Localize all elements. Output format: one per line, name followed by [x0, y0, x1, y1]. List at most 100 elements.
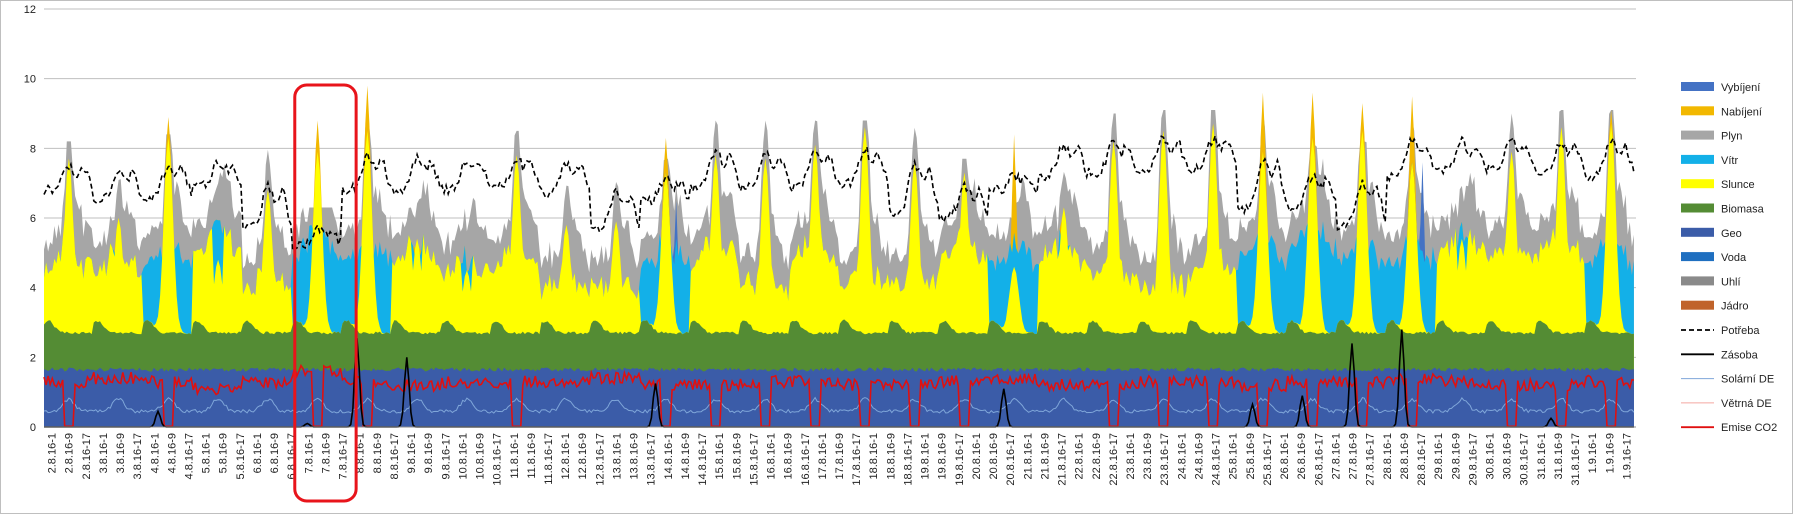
y-tick-label: 10 [24, 74, 36, 86]
x-tick-label: 25.8.16-17 [1262, 433, 1274, 486]
x-tick-label: 2.8.16-17 [81, 433, 93, 479]
x-tick-label: 12.8.16-1 [560, 433, 572, 479]
x-tick-label: 3.8.16-17 [132, 433, 144, 479]
x-tick-label: 28.8.16-9 [1399, 433, 1411, 479]
legend-swatch [1681, 252, 1714, 262]
x-tick-label: 10.8.16-17 [492, 433, 504, 486]
x-tick-label: 26.8.16-17 [1313, 433, 1325, 486]
x-tick-label: 6.8.16-9 [269, 433, 281, 473]
x-tick-label: 24.8.16-1 [1176, 433, 1188, 479]
x-tick-label: 16.8.16-17 [800, 433, 812, 486]
x-tick-label: 21.8.16-1 [1022, 433, 1034, 479]
legend-item: Potřeba [1681, 325, 1760, 337]
x-tick-label: 5.8.16-1 [201, 433, 213, 473]
x-tick-label: 11.8.16-17 [543, 433, 555, 485]
legend-label: Vybíjení [1721, 82, 1760, 94]
y-tick-label: 6 [30, 213, 36, 225]
x-tick-label: 9.8.16-17 [440, 433, 452, 479]
legend-swatch [1681, 203, 1714, 213]
x-tick-label: 23.8.16-9 [1142, 433, 1154, 479]
x-tick-label: 31.8.16-1 [1536, 433, 1548, 479]
legend-swatch [1681, 82, 1714, 91]
legend-item: Nabíjení [1681, 106, 1762, 118]
legend-label: Zásoba [1721, 349, 1759, 361]
legend-label: Solární DE [1721, 374, 1774, 386]
x-tick-label: 14.8.16-9 [680, 433, 692, 479]
line-emise-co2 [43, 363, 1635, 428]
x-tick-label: 8.8.16-9 [372, 433, 384, 473]
x-tick-label: 27.8.16-1 [1330, 433, 1342, 479]
x-tick-label: 1.9.16-1 [1587, 433, 1599, 473]
x-tick-label: 31.8.16-9 [1553, 433, 1565, 479]
x-tick-label: 15.8.16-1 [714, 433, 726, 479]
x-tick-label: 9.8.16-1 [406, 433, 418, 473]
legend-label: Nabíjení [1721, 106, 1762, 118]
legend-label: Voda [1721, 252, 1747, 264]
highlight-layer [293, 83, 358, 503]
x-tick-label: 27.8.16-9 [1348, 433, 1360, 479]
x-tick-label: 7.8.16-1 [303, 433, 315, 473]
legend-swatch [1681, 130, 1714, 140]
x-tick-label: 28.8.16-1 [1382, 433, 1394, 479]
legend-item: Voda [1681, 252, 1747, 264]
x-tick-label: 19.8.16-1 [920, 433, 932, 479]
x-tick-label: 4.8.16-1 [149, 433, 161, 473]
x-tick-label: 19.8.16-17 [954, 433, 966, 486]
area-voda [44, 386, 1634, 427]
legend-label: Uhlí [1721, 276, 1741, 288]
x-tick-label: 13.8.16-1 [612, 433, 624, 479]
x-tick-label: 11.8.16-1 [509, 433, 521, 479]
x-tick-label: 20.8.16-17 [1005, 433, 1017, 486]
legend-item: Emise CO2 [1681, 422, 1777, 434]
x-tick-label: 7.8.16-17 [338, 433, 350, 479]
x-tick-label: 15.8.16-9 [731, 433, 743, 479]
x-tick-label: 17.8.16-9 [834, 433, 846, 479]
x-tick-label: 30.8.16-9 [1502, 433, 1514, 479]
legend-label: Potřeba [1721, 325, 1760, 337]
legend-item: Slunce [1681, 179, 1755, 191]
highlight-box [293, 83, 358, 503]
x-tick-label: 14.8.16-17 [697, 433, 709, 486]
x-tick-label: 22.8.16-17 [1108, 433, 1120, 486]
legend: Vybíjení Nabíjení Plyn Vítr Slunce Biomasa Geo… [1681, 82, 1777, 434]
x-tick-label: 14.8.16-1 [663, 433, 675, 479]
x-tick-label: 27.8.16-17 [1365, 433, 1377, 486]
x-tick-label: 7.8.16-9 [321, 433, 333, 473]
x-tick-label: 21.8.16-9 [1039, 433, 1051, 479]
legend-swatch [1681, 106, 1714, 116]
legend-item: Geo [1681, 227, 1742, 240]
x-tick-label: 4.8.16-9 [166, 433, 178, 473]
x-tick-label: 30.8.16-17 [1519, 433, 1531, 486]
x-tick-label: 12.8.16-17 [594, 433, 606, 486]
x-tick-label: 16.8.16-1 [766, 433, 778, 479]
legend-item: Vítr [1681, 154, 1738, 167]
x-tick-label: 11.8.16-9 [526, 433, 538, 479]
x-tick-label: 8.8.16-1 [355, 433, 367, 473]
line-solarni-de [43, 396, 1635, 414]
x-tick-label: 22.8.16-1 [1074, 433, 1086, 479]
x-tick-label: 24.8.16-9 [1194, 433, 1206, 479]
legend-label: Geo [1721, 228, 1742, 240]
x-tick-label: 29.8.16-17 [1467, 433, 1479, 486]
x-tick-label: 5.8.16-17 [235, 433, 247, 479]
x-tick-label: 25.8.16-1 [1228, 433, 1240, 479]
legend-label: Větrná DE [1721, 398, 1772, 410]
x-tick-label: 20.8.16-9 [988, 433, 1000, 479]
x-tick-label: 18.8.16-1 [868, 433, 880, 479]
x-tick-label: 26.8.16-9 [1296, 433, 1308, 479]
x-tick-label: 24.8.16-17 [1211, 433, 1223, 486]
x-tick-label: 31.8.16-17 [1570, 433, 1582, 486]
x-tick-label: 29.8.16-9 [1450, 433, 1462, 479]
x-tick-label: 13.8.16-9 [629, 433, 641, 479]
x-tick-label: 25.8.16-9 [1245, 433, 1257, 479]
x-tick-label: 5.8.16-9 [218, 433, 230, 473]
x-tick-label: 13.8.16-17 [646, 433, 658, 486]
x-tick-label: 18.8.16-9 [885, 433, 897, 479]
legend-item: Zásoba [1681, 349, 1759, 361]
legend-label: Biomasa [1721, 204, 1765, 216]
x-tick-label: 17.8.16-17 [851, 433, 863, 486]
x-tick-label: 28.8.16-17 [1416, 433, 1428, 486]
legend-swatch [1681, 300, 1714, 310]
